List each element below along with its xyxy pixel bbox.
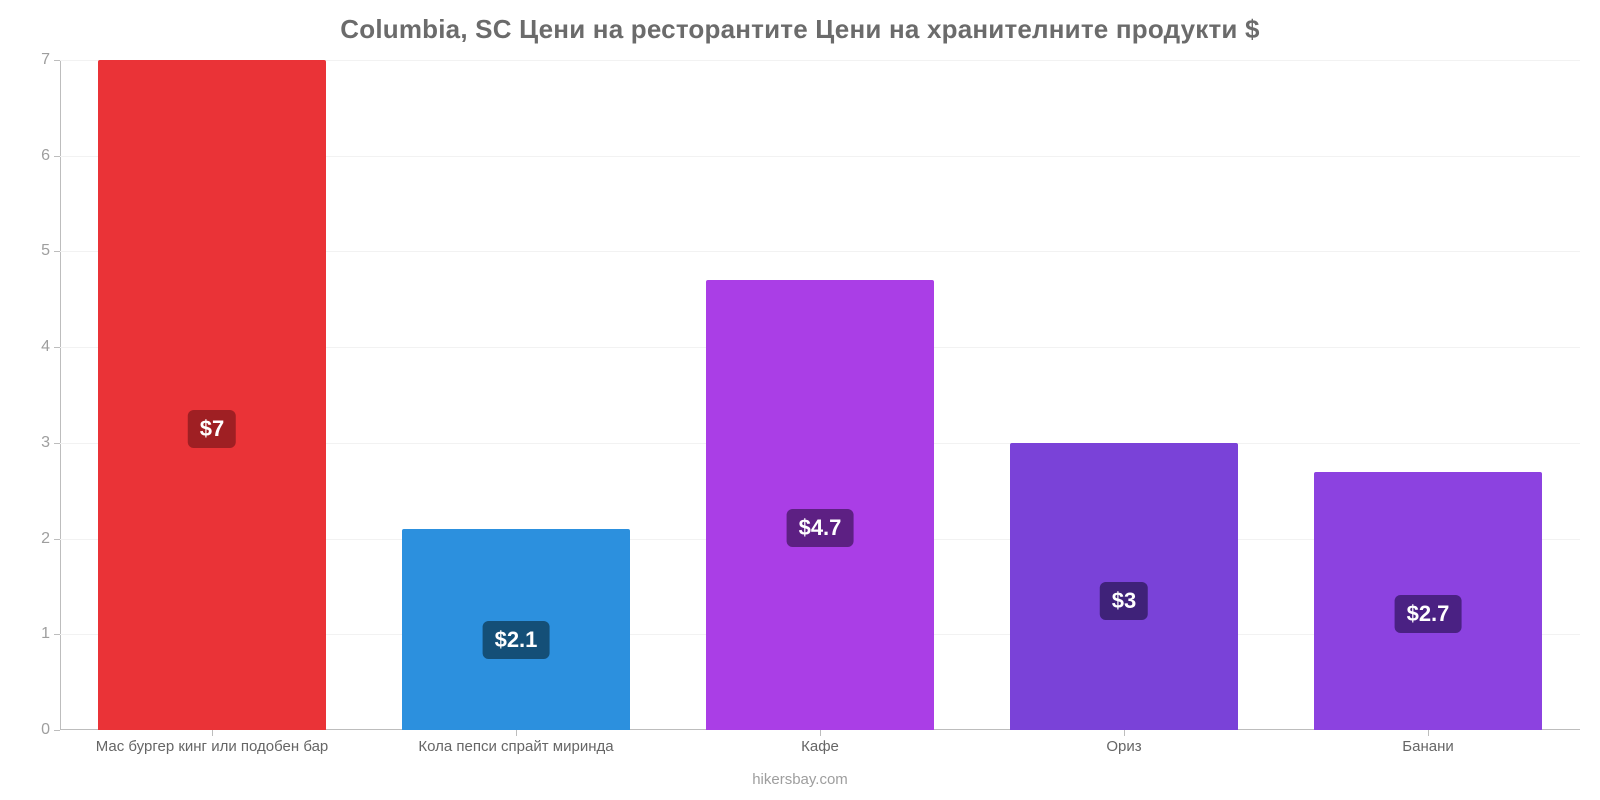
y-tick-label: 7 — [41, 51, 60, 69]
plot-area: 01234567Мас бургер кинг или подобен бар$… — [60, 60, 1580, 730]
y-tick-label: 3 — [41, 434, 60, 452]
value-badge: $3 — [1100, 582, 1148, 620]
y-tick-label: 6 — [41, 147, 60, 165]
value-badge: $2.1 — [483, 621, 550, 659]
bar — [706, 280, 934, 730]
value-badge: $2.7 — [1395, 595, 1462, 633]
value-badge: $7 — [188, 410, 236, 448]
x-tick-label: Банани — [1402, 730, 1453, 755]
x-tick-label: Ориз — [1106, 730, 1141, 755]
x-tick-label: Кола пепси спрайт миринда — [418, 730, 613, 755]
x-tick-label: Кафе — [801, 730, 839, 755]
y-tick-label: 0 — [41, 721, 60, 739]
y-tick-label: 5 — [41, 242, 60, 260]
bar — [98, 60, 326, 730]
value-badge: $4.7 — [787, 509, 854, 547]
chart-footer: hikersbay.com — [0, 771, 1600, 788]
x-tick-label: Мас бургер кинг или подобен бар — [96, 730, 329, 755]
y-axis — [60, 60, 61, 730]
y-tick-label: 4 — [41, 338, 60, 356]
chart-container: Columbia, SC Цени на ресторантите Цени н… — [0, 0, 1600, 800]
y-tick-label: 2 — [41, 530, 60, 548]
chart-title: Columbia, SC Цени на ресторантите Цени н… — [0, 0, 1600, 45]
y-tick-label: 1 — [41, 625, 60, 643]
